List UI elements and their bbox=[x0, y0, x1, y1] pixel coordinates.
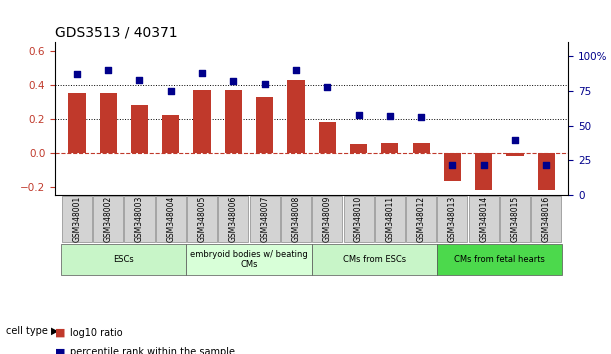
Bar bbox=[319, 122, 336, 153]
FancyBboxPatch shape bbox=[281, 196, 311, 242]
Text: GSM348016: GSM348016 bbox=[542, 196, 551, 242]
Text: GSM348005: GSM348005 bbox=[197, 196, 207, 242]
Point bbox=[197, 70, 207, 76]
FancyBboxPatch shape bbox=[375, 196, 405, 242]
FancyBboxPatch shape bbox=[62, 196, 92, 242]
Bar bbox=[412, 143, 430, 153]
Text: cell type ▶: cell type ▶ bbox=[6, 326, 59, 336]
Bar bbox=[68, 93, 86, 153]
Point bbox=[229, 79, 238, 84]
Text: GDS3513 / 40371: GDS3513 / 40371 bbox=[55, 26, 178, 40]
Point bbox=[323, 84, 332, 90]
Text: GSM348014: GSM348014 bbox=[479, 196, 488, 242]
Bar bbox=[162, 115, 180, 153]
Point bbox=[72, 72, 82, 77]
Bar bbox=[444, 153, 461, 182]
Bar bbox=[381, 143, 398, 153]
Text: GSM348013: GSM348013 bbox=[448, 196, 457, 242]
Text: CMs from fetal hearts: CMs from fetal hearts bbox=[454, 255, 545, 264]
Point bbox=[134, 77, 144, 83]
Point bbox=[385, 113, 395, 119]
Text: GSM348009: GSM348009 bbox=[323, 196, 332, 242]
Bar bbox=[131, 105, 148, 153]
Text: GSM348010: GSM348010 bbox=[354, 196, 363, 242]
FancyBboxPatch shape bbox=[532, 196, 562, 242]
FancyBboxPatch shape bbox=[406, 196, 436, 242]
Text: percentile rank within the sample: percentile rank within the sample bbox=[70, 347, 235, 354]
Bar bbox=[350, 144, 367, 153]
FancyBboxPatch shape bbox=[343, 196, 373, 242]
Point bbox=[479, 162, 489, 167]
Text: GSM348006: GSM348006 bbox=[229, 196, 238, 242]
Point bbox=[166, 88, 176, 94]
Point bbox=[510, 137, 520, 142]
Text: GSM348015: GSM348015 bbox=[511, 196, 519, 242]
Text: GSM348002: GSM348002 bbox=[104, 196, 112, 242]
Text: embryoid bodies w/ beating
CMs: embryoid bodies w/ beating CMs bbox=[190, 250, 308, 269]
Text: GSM348008: GSM348008 bbox=[291, 196, 301, 242]
Text: GSM348007: GSM348007 bbox=[260, 196, 269, 242]
FancyBboxPatch shape bbox=[93, 196, 123, 242]
Text: CMs from ESCs: CMs from ESCs bbox=[343, 255, 406, 264]
Point bbox=[541, 162, 551, 167]
Text: ESCs: ESCs bbox=[114, 255, 134, 264]
Text: GSM348001: GSM348001 bbox=[72, 196, 81, 242]
Bar bbox=[538, 153, 555, 190]
Point bbox=[103, 67, 113, 73]
Bar bbox=[194, 90, 211, 153]
Point bbox=[416, 115, 426, 120]
FancyBboxPatch shape bbox=[218, 196, 249, 242]
Point bbox=[291, 67, 301, 73]
FancyBboxPatch shape bbox=[187, 196, 217, 242]
FancyBboxPatch shape bbox=[250, 196, 280, 242]
Point bbox=[354, 112, 364, 118]
Text: log10 ratio: log10 ratio bbox=[70, 328, 123, 338]
Text: ■: ■ bbox=[55, 347, 65, 354]
FancyBboxPatch shape bbox=[125, 196, 155, 242]
Bar bbox=[225, 90, 242, 153]
Text: GSM348011: GSM348011 bbox=[386, 196, 394, 242]
FancyBboxPatch shape bbox=[312, 244, 437, 275]
Bar bbox=[287, 80, 304, 153]
FancyBboxPatch shape bbox=[500, 196, 530, 242]
Text: GSM348004: GSM348004 bbox=[166, 196, 175, 242]
FancyBboxPatch shape bbox=[469, 196, 499, 242]
Bar bbox=[256, 97, 273, 153]
Text: GSM348012: GSM348012 bbox=[417, 196, 426, 242]
Point bbox=[260, 81, 269, 87]
Bar bbox=[507, 153, 524, 156]
Bar bbox=[475, 153, 492, 190]
FancyBboxPatch shape bbox=[156, 196, 186, 242]
Point bbox=[447, 162, 457, 167]
Text: GSM348003: GSM348003 bbox=[135, 196, 144, 242]
FancyBboxPatch shape bbox=[437, 196, 467, 242]
FancyBboxPatch shape bbox=[61, 244, 186, 275]
Bar bbox=[100, 93, 117, 153]
FancyBboxPatch shape bbox=[186, 244, 312, 275]
Text: ■: ■ bbox=[55, 328, 65, 338]
FancyBboxPatch shape bbox=[312, 196, 342, 242]
FancyBboxPatch shape bbox=[437, 244, 562, 275]
